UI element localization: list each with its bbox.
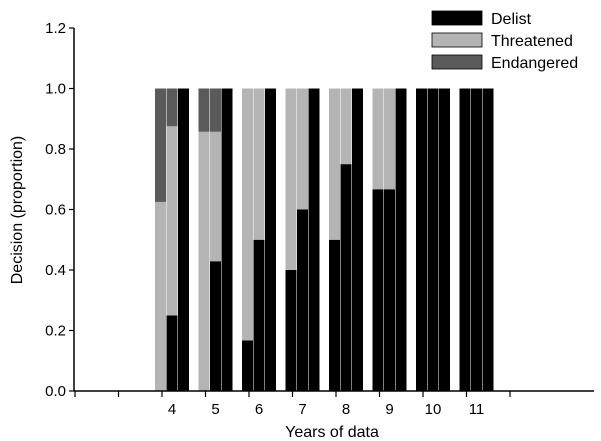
legend: Delist Threatened Endangered [431,10,578,72]
bar-segment-endangered-cat-4-bar-1 [155,88,166,202]
bars-layer [155,88,494,392]
bar-segment-endangered-cat-4-bar-2 [166,88,178,127]
y-tick-label: 0.4 [45,262,66,279]
legend-swatch-endangered [431,54,483,70]
bar-segment-threatened-cat-4-bar-1 [155,201,166,391]
bar-segment-threatened-cat-5-bar-2 [210,131,221,262]
bar-segment-delist-cat-8-bar-1 [329,239,340,391]
legend-label-delist: Delist [491,11,532,28]
x-tick-label: 11 [469,401,485,418]
bar-segment-threatened-cat-7-bar-1 [285,88,297,270]
x-tick-label: 8 [342,401,350,418]
legend-swatch-threatened [431,32,483,48]
legend-label-threatened: Threatened [491,33,573,50]
bar-segment-delist-cat-6-bar-1 [242,340,253,391]
bar-segment-endangered-cat-5-bar-1 [198,88,210,132]
x-tick-label: 9 [385,401,393,418]
bar-segment-delist-cat-7-bar-2 [297,209,308,391]
y-tick-label: 0.0 [45,383,66,400]
y-axis-title: Decision (proportion) [9,136,26,285]
bar-segment-delist-cat-10-bar-1 [416,88,427,391]
bar-segment-delist-cat-4-bar-3 [178,88,189,391]
bar-segment-delist-cat-11-bar-1 [459,88,471,391]
bar-segment-delist-cat-10-bar-3 [439,88,450,391]
legend-swatch-delist [431,10,483,26]
bar-segment-threatened-cat-8-bar-2 [340,88,352,165]
bar-segment-threatened-cat-4-bar-2 [166,126,178,316]
y-tick-label: 1.0 [45,81,66,98]
legend-label-endangered: Endangered [491,55,578,72]
bar-segment-threatened-cat-7-bar-2 [297,88,308,210]
bar-segment-delist-cat-8-bar-3 [352,88,363,391]
bar-segment-delist-cat-10-bar-2 [427,88,439,391]
bar-segment-delist-cat-8-bar-2 [340,164,352,392]
x-axis-title: Years of data [285,424,379,441]
bar-segment-delist-cat-5-bar-3 [221,88,233,391]
bar-segment-delist-cat-6-bar-2 [253,239,265,391]
x-tick-label: 4 [168,401,176,418]
x-tick-label: 6 [255,401,263,418]
bar-segment-delist-cat-7-bar-3 [308,88,320,391]
bar-segment-delist-cat-9-bar-2 [384,189,395,391]
bar-segment-delist-cat-9-bar-1 [372,189,384,391]
y-tick-label: 0.2 [45,323,66,340]
bar-segment-delist-cat-11-bar-3 [482,88,494,391]
bar-segment-delist-cat-7-bar-1 [285,270,297,391]
bar-segment-threatened-cat-5-bar-1 [198,131,210,391]
axes-layer: 0.0 0.2 0.4 0.6 0.8 1.0 1.2 4 5 6 7 8 9 10 11 [45,20,594,418]
bar-segment-threatened-cat-6-bar-1 [242,88,253,341]
y-tick-label: 0.6 [45,202,66,219]
bar-segment-delist-cat-9-bar-3 [395,88,407,391]
bar-segment-threatened-cat-8-bar-1 [329,88,340,240]
bar-segment-threatened-cat-9-bar-1 [372,88,384,190]
bar-segment-delist-cat-6-bar-3 [265,88,276,391]
bar-segment-delist-cat-4-bar-2 [166,315,178,392]
bar-segment-threatened-cat-9-bar-2 [384,88,395,190]
x-tick-label: 10 [425,401,442,418]
y-tick-label: 0.8 [45,141,66,158]
y-tick-label: 1.2 [45,20,66,37]
bar-segment-delist-cat-5-bar-2 [210,261,221,391]
x-tick-label: 7 [298,401,306,418]
bar-segment-threatened-cat-6-bar-2 [253,88,265,240]
x-tick-label: 5 [211,401,219,418]
bar-segment-endangered-cat-5-bar-2 [210,88,221,132]
bar-segment-delist-cat-11-bar-2 [471,88,482,391]
